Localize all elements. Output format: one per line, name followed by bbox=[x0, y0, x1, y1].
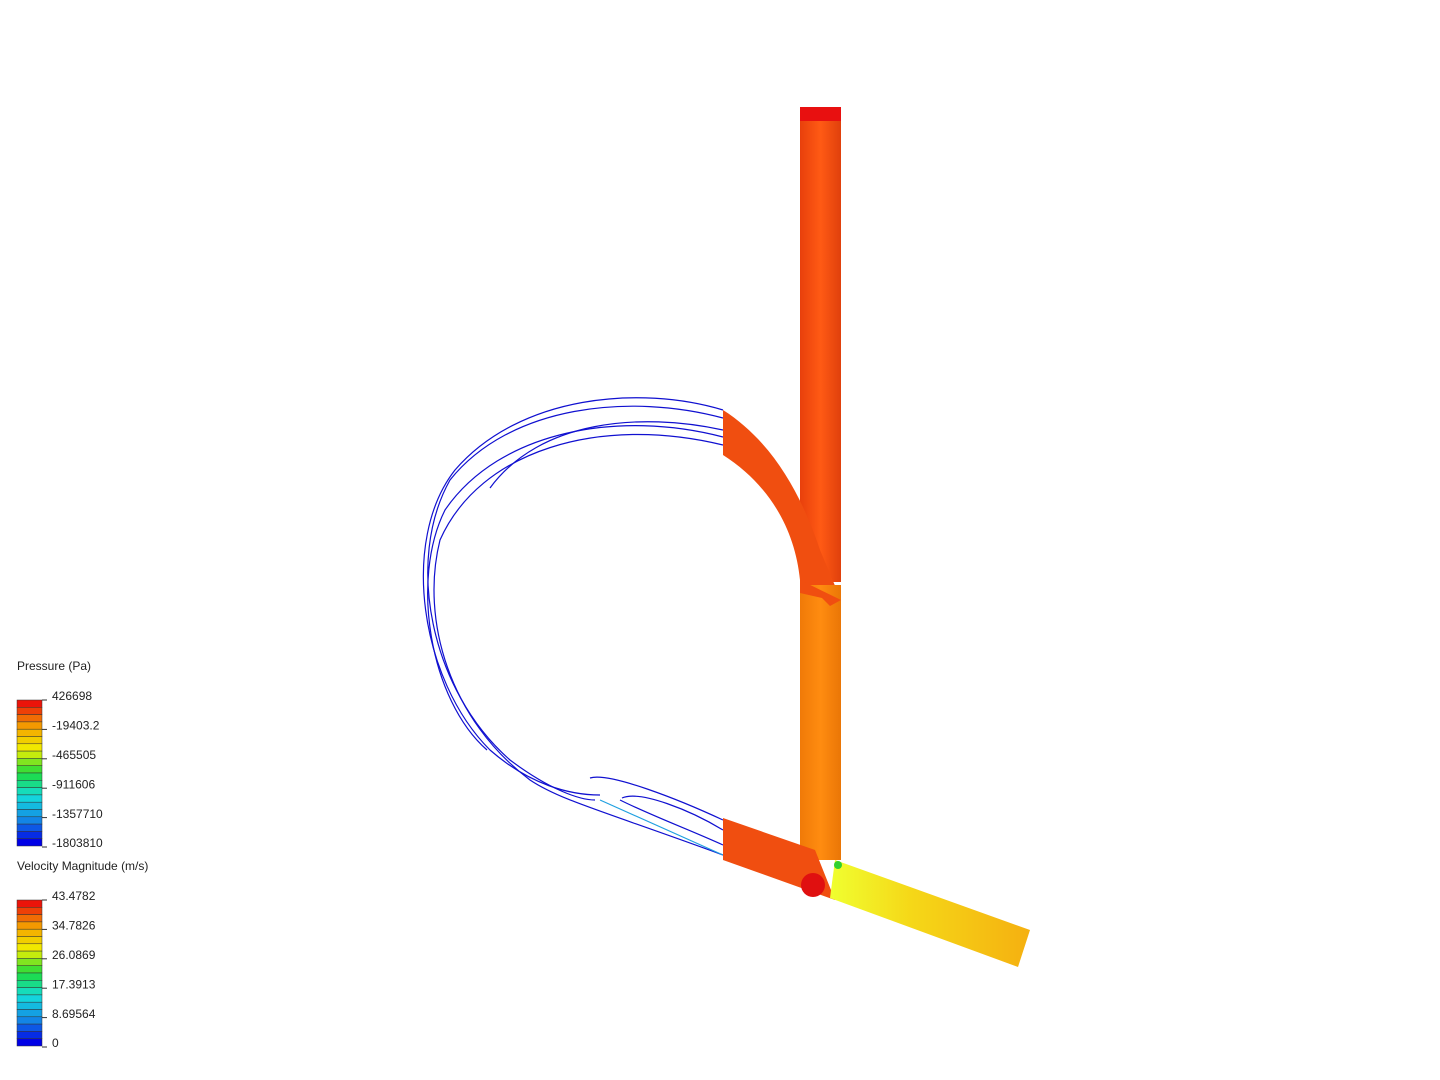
color-band bbox=[16, 1038, 43, 1047]
legends: Pressure (Pa) 426698 -19403.2 -465505 -91160… bbox=[16, 659, 148, 1050]
color-band bbox=[16, 1009, 43, 1018]
color-band bbox=[16, 801, 43, 810]
loop-junction bbox=[800, 580, 841, 606]
color-band bbox=[16, 1023, 43, 1032]
streamline-tail bbox=[599, 799, 724, 856]
lower-pipe bbox=[800, 585, 841, 860]
color-band bbox=[16, 765, 43, 774]
color-band bbox=[16, 943, 43, 952]
legend-label: 426698 bbox=[52, 689, 92, 703]
legend-label: -1803810 bbox=[52, 836, 103, 850]
color-band bbox=[16, 721, 43, 730]
color-band bbox=[16, 936, 43, 945]
color-band bbox=[16, 728, 43, 737]
legend-label: -465505 bbox=[52, 748, 96, 762]
loop-pipe bbox=[723, 410, 841, 605]
color-band bbox=[16, 914, 43, 923]
legend-label: -911606 bbox=[52, 777, 95, 791]
color-band bbox=[16, 838, 43, 847]
color-band bbox=[16, 758, 43, 766]
hot-spot bbox=[801, 873, 825, 897]
color-band bbox=[16, 1031, 43, 1039]
streamlines bbox=[422, 397, 724, 856]
legend-label: 8.69564 bbox=[52, 1007, 96, 1021]
color-band bbox=[16, 699, 43, 708]
color-band bbox=[16, 823, 43, 832]
color-band bbox=[16, 928, 43, 937]
color-band bbox=[16, 743, 43, 752]
color-band bbox=[16, 772, 43, 781]
color-band bbox=[16, 994, 43, 1003]
legend-label: 26.0869 bbox=[52, 948, 96, 962]
inlet-pipe bbox=[800, 107, 841, 582]
legend-label: 43.4782 bbox=[52, 889, 96, 903]
legend-label: -19403.2 bbox=[52, 719, 100, 733]
color-band bbox=[16, 707, 43, 715]
color-band bbox=[16, 794, 43, 803]
color-band bbox=[16, 965, 43, 974]
color-band bbox=[16, 780, 43, 788]
legend-title: Velocity Magnitude (m/s) bbox=[17, 859, 148, 873]
color-band bbox=[16, 899, 43, 908]
color-band bbox=[16, 921, 43, 930]
legend-label: -1357710 bbox=[52, 807, 103, 821]
color-band bbox=[16, 907, 43, 915]
color-band bbox=[16, 950, 43, 959]
color-band bbox=[16, 1001, 43, 1010]
color-band bbox=[16, 1016, 43, 1025]
color-band bbox=[16, 736, 43, 745]
color-band bbox=[16, 714, 43, 723]
color-band bbox=[16, 987, 43, 996]
outlet-pipe bbox=[830, 860, 1030, 967]
low-spot bbox=[834, 861, 842, 869]
color-band bbox=[16, 787, 43, 796]
color-band bbox=[16, 750, 43, 759]
inlet-cap bbox=[800, 107, 841, 121]
legend-label: 0 bbox=[52, 1036, 59, 1050]
color-band bbox=[16, 809, 43, 818]
legend-title: Pressure (Pa) bbox=[17, 659, 91, 673]
color-band bbox=[16, 958, 43, 966]
color-band bbox=[16, 816, 43, 825]
color-band bbox=[16, 831, 43, 839]
legend-label: 17.3913 bbox=[52, 977, 96, 991]
legend-label: 34.7826 bbox=[52, 919, 96, 933]
color-band bbox=[16, 980, 43, 988]
color-band bbox=[16, 972, 43, 981]
